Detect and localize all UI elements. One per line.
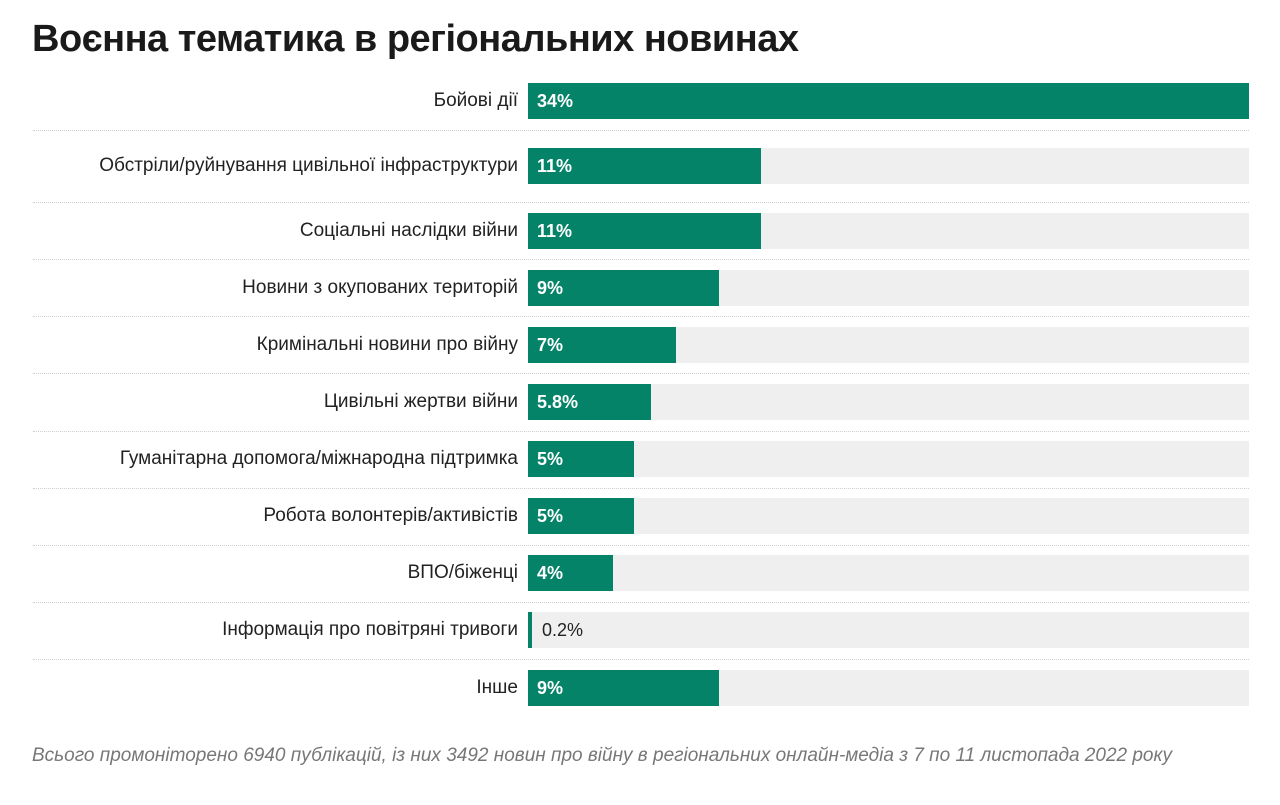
row-divider	[33, 431, 1249, 432]
category-label: Гуманітарна допомога/міжнародна підтримк…	[119, 448, 518, 469]
bar-track	[528, 498, 1249, 534]
category-label: Цивільні жертви війни	[323, 391, 518, 412]
row-divider	[33, 259, 1249, 260]
value-label: 9%	[537, 278, 564, 298]
category-label: Робота волонтерів/активістів	[263, 505, 518, 526]
bar	[528, 555, 613, 591]
value-label: 34%	[537, 91, 574, 111]
category-label: Обстріли/руйнування цивільної інфраструк…	[99, 155, 518, 176]
bar	[528, 498, 634, 534]
bar-track	[528, 612, 1249, 648]
category-label: Бойові дії	[433, 90, 518, 111]
row-divider	[33, 545, 1249, 546]
chart-title: Воєнна тематика в регіональних новинах	[32, 18, 799, 60]
value-label: 5%	[537, 449, 564, 469]
category-label: Соціальні наслідки війни	[299, 220, 518, 241]
row-divider	[33, 130, 1249, 131]
bar-track	[528, 441, 1249, 477]
value-label: 11%	[537, 221, 573, 241]
bar	[528, 148, 761, 184]
bar	[528, 384, 651, 420]
bar	[528, 213, 761, 249]
row-divider	[33, 488, 1249, 489]
value-label: 0.2%	[542, 620, 584, 640]
category-label: Інше	[476, 677, 518, 698]
row-divider	[33, 202, 1249, 203]
category-label: ВПО/біженці	[407, 562, 518, 583]
category-label: Інформація про повітряні тривоги	[222, 619, 518, 640]
footnote: Всього промоніторено 6940 публікацій, із…	[32, 745, 1172, 766]
row-divider	[33, 316, 1249, 317]
category-label: Новини з окупованих територій	[242, 277, 518, 298]
row-divider	[33, 602, 1249, 603]
bar	[528, 270, 719, 306]
value-label: 5%	[537, 506, 564, 526]
row-divider	[33, 373, 1249, 374]
bar	[528, 327, 676, 363]
value-label: 4%	[537, 563, 564, 583]
value-label: 7%	[537, 335, 564, 355]
category-label: Кримінальні новини про війну	[256, 334, 518, 355]
bar	[528, 670, 719, 706]
value-label: 9%	[537, 678, 564, 698]
bar	[528, 83, 1249, 119]
value-label: 5.8%	[537, 392, 579, 412]
value-label: 11%	[537, 156, 573, 176]
row-divider	[33, 659, 1249, 660]
bar	[528, 441, 634, 477]
bar-track	[528, 555, 1249, 591]
bar	[528, 612, 532, 648]
